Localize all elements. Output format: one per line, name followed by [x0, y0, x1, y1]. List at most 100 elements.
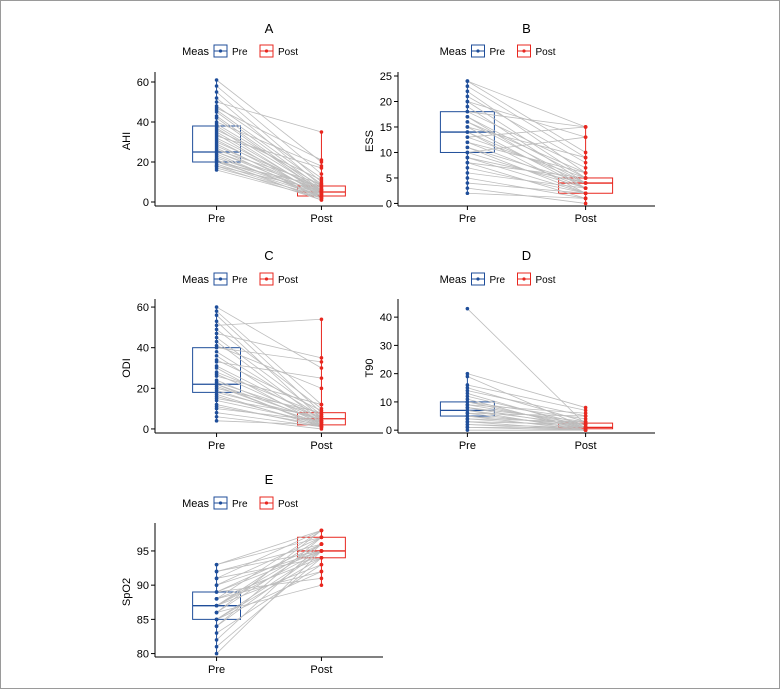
point-post	[583, 125, 588, 129]
point-pre	[465, 417, 470, 421]
paired-line	[216, 359, 322, 412]
paired-line	[216, 557, 322, 648]
paired-line	[216, 79, 322, 163]
x-tick-label: Pre	[208, 664, 225, 676]
y-tick-label: 90	[137, 580, 149, 592]
paired-lines	[216, 530, 322, 654]
point-post	[319, 196, 324, 200]
paired-line	[216, 141, 322, 189]
panel-A: A Meas Pre Post 0 20 40 60 Pre Post AHI	[121, 21, 383, 225]
paired-line	[216, 155, 322, 197]
point-post	[583, 191, 588, 196]
paired-line	[216, 543, 322, 607]
paired-line	[216, 121, 322, 167]
legend-key-pre-dot	[476, 277, 480, 281]
legend-title: Meas	[182, 46, 209, 58]
paired-line	[467, 424, 586, 428]
panel-C: C Meas Pre Post 0 20 40 60 Pre Post ODI	[121, 248, 383, 452]
point-pre	[465, 79, 470, 83]
point-post	[583, 150, 588, 155]
point-post	[319, 360, 324, 364]
x-tick-label: Pre	[459, 440, 476, 452]
paired-line	[216, 167, 322, 197]
point-pre	[214, 360, 219, 364]
y-tick-label: 40	[380, 312, 392, 324]
point-pre	[214, 90, 219, 94]
paired-line	[467, 141, 586, 174]
point-pre	[465, 155, 470, 160]
point-pre	[214, 624, 219, 629]
paired-line	[216, 115, 322, 191]
point-pre	[214, 576, 219, 581]
point-post	[319, 166, 324, 170]
point-post	[583, 408, 588, 413]
point-pre	[465, 130, 470, 134]
paired-line	[467, 192, 586, 199]
legend-key-post-dot	[522, 277, 526, 281]
point-pre	[214, 327, 219, 332]
point-pre	[465, 89, 470, 94]
paired-line	[467, 376, 586, 428]
point-pre	[214, 116, 219, 120]
panel-title: D	[522, 248, 531, 263]
paired-line	[216, 381, 322, 418]
point-post	[583, 155, 588, 160]
paired-line	[216, 107, 322, 161]
paired-line	[216, 329, 322, 409]
point-post	[319, 562, 324, 567]
paired-line	[467, 412, 586, 417]
point-pre	[214, 345, 219, 350]
paired-line	[216, 137, 322, 191]
point-post	[319, 410, 324, 415]
panel-title: B	[522, 21, 531, 36]
paired-line	[216, 149, 322, 185]
paired-line	[216, 151, 322, 195]
points	[465, 79, 588, 206]
point-pre	[214, 319, 219, 324]
point-post	[319, 569, 324, 574]
paired-line	[216, 550, 322, 593]
paired-line	[216, 355, 322, 424]
legend-key-post-dot	[522, 49, 526, 53]
point-pre	[214, 305, 219, 309]
point-post	[319, 188, 324, 192]
point-pre	[465, 125, 470, 129]
legend-label-pre: Pre	[490, 275, 506, 286]
paired-line	[467, 172, 586, 189]
point-pre	[214, 406, 219, 411]
point-post	[319, 423, 324, 427]
point-pre	[465, 181, 470, 185]
point-pre	[465, 394, 470, 399]
point-pre	[465, 428, 470, 432]
paired-line	[467, 421, 586, 425]
point-pre	[465, 425, 470, 430]
x-tick-label: Post	[575, 213, 597, 225]
point-post	[319, 172, 324, 176]
point-post	[583, 201, 588, 206]
point-pre	[214, 398, 219, 403]
point-post	[319, 583, 324, 587]
paired-line	[216, 161, 322, 197]
point-pre	[214, 410, 219, 415]
paired-line	[216, 557, 322, 620]
point-post	[583, 176, 588, 180]
paired-line	[216, 387, 322, 414]
point-post	[583, 425, 588, 430]
point-pre	[214, 414, 219, 419]
point-pre	[214, 323, 219, 328]
y-axis-label: T90	[364, 359, 376, 378]
panel-E: E Meas Pre Post 80 85 90 95 Pre Post SpO2	[121, 472, 383, 676]
y-tick-label: 10	[380, 147, 392, 159]
point-pre	[214, 631, 219, 635]
point-pre	[214, 78, 219, 82]
point-post	[319, 576, 324, 581]
point-pre	[465, 383, 470, 387]
paired-line	[216, 318, 322, 326]
paired-line	[216, 333, 322, 359]
point-post	[583, 181, 588, 185]
panel-title: A	[265, 21, 274, 36]
point-pre	[214, 590, 219, 594]
point-pre	[214, 562, 219, 567]
legend-title: Meas	[440, 274, 467, 286]
